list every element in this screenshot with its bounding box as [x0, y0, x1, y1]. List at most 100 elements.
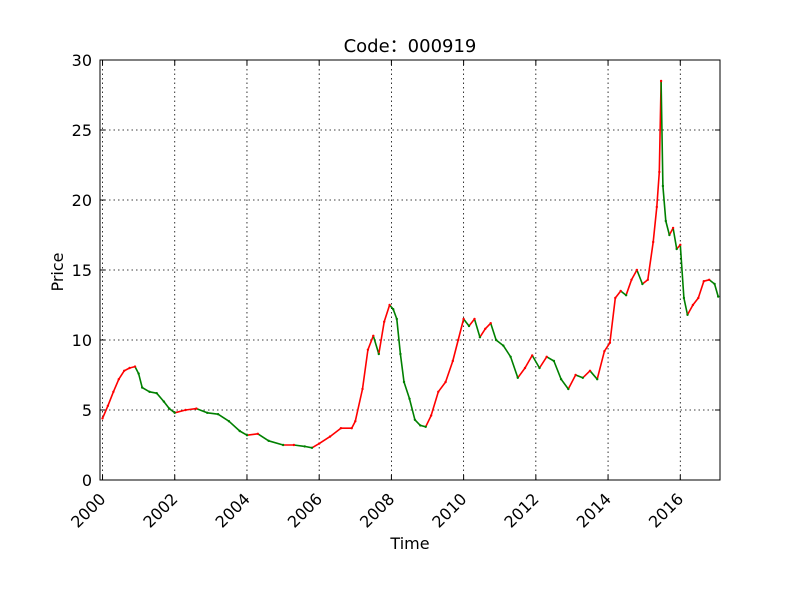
- price-point: [545, 355, 548, 358]
- price-segment: [473, 318, 481, 339]
- price-segment: [101, 404, 109, 420]
- price-point: [377, 352, 380, 356]
- price-point: [473, 317, 476, 321]
- price-point: [437, 390, 440, 393]
- price-point: [372, 334, 375, 337]
- price-point: [523, 366, 527, 370]
- price-point: [516, 376, 519, 379]
- price-segment: [662, 185, 667, 222]
- price-point: [141, 386, 144, 389]
- y-tick-label: 25: [72, 121, 92, 140]
- price-segment: [350, 420, 357, 430]
- price-point: [303, 445, 306, 448]
- price-segment: [361, 348, 369, 390]
- price-segment: [668, 227, 674, 236]
- price-point: [419, 424, 422, 427]
- y-tick-label: 10: [72, 331, 92, 350]
- price-segment: [163, 400, 171, 410]
- price-point: [624, 294, 628, 297]
- price-point: [413, 418, 417, 421]
- price-segment: [141, 386, 151, 393]
- price-point: [168, 407, 171, 410]
- price-segment: [392, 308, 398, 320]
- price-point: [155, 392, 158, 395]
- price-point: [392, 308, 395, 311]
- price-point: [552, 359, 556, 363]
- price-segment: [625, 278, 633, 297]
- price-point: [328, 435, 332, 438]
- price-segment: [630, 269, 638, 281]
- price-point: [395, 317, 398, 321]
- price-segment: [134, 365, 140, 375]
- price-point: [424, 425, 427, 428]
- price-segment: [574, 374, 584, 379]
- price-point: [399, 352, 402, 356]
- price-segment: [444, 360, 454, 383]
- price-segment: [408, 397, 416, 421]
- price-segment: [646, 241, 655, 281]
- price-segment: [516, 367, 526, 379]
- price-segment: [424, 414, 432, 428]
- price-point: [101, 417, 104, 420]
- price-segment: [256, 432, 270, 442]
- price-segment: [479, 327, 487, 339]
- price-point: [619, 289, 622, 293]
- y-tick-label: 15: [72, 261, 92, 280]
- price-segment: [451, 339, 460, 362]
- price-segment: [383, 304, 391, 323]
- price-point: [559, 378, 563, 381]
- price-point: [388, 303, 391, 307]
- price-point: [668, 233, 671, 237]
- price-point: [195, 407, 198, 410]
- price-point: [658, 170, 661, 174]
- price-point: [227, 420, 231, 423]
- price-point: [112, 390, 115, 393]
- price-point: [173, 411, 176, 414]
- y-tick-label: 30: [72, 51, 92, 70]
- price-point: [162, 400, 166, 403]
- price-point: [646, 278, 649, 281]
- price-segment: [206, 411, 219, 416]
- price-point: [238, 429, 241, 433]
- price-segment: [660, 80, 664, 187]
- price-point: [697, 296, 700, 300]
- price-point: [354, 420, 357, 423]
- price-segment: [713, 283, 720, 298]
- price-segment: [462, 318, 470, 327]
- price-segment: [683, 297, 689, 316]
- price-point: [603, 350, 606, 353]
- price-segment: [246, 432, 259, 437]
- price-point: [318, 442, 321, 445]
- price-segment: [636, 269, 644, 285]
- price-point: [608, 341, 612, 344]
- price-point: [148, 390, 151, 393]
- price-segment: [603, 341, 611, 353]
- price-point: [292, 443, 296, 447]
- price-point: [509, 355, 512, 358]
- price-point: [630, 278, 633, 281]
- price-segment: [148, 390, 158, 395]
- price-segment: [318, 435, 331, 445]
- price-segment: [267, 439, 284, 446]
- price-segment: [238, 430, 248, 437]
- price-segment: [502, 344, 512, 358]
- price-segment: [195, 407, 208, 414]
- price-point: [457, 338, 460, 342]
- price-segment: [672, 227, 678, 250]
- price-point: [502, 344, 505, 347]
- price-segment: [430, 390, 440, 417]
- price-segment: [509, 355, 519, 379]
- price-point: [664, 219, 667, 223]
- price-point: [581, 376, 584, 379]
- price-point: [489, 322, 492, 325]
- price-segment: [329, 427, 342, 438]
- price-point: [281, 443, 285, 447]
- price-segment: [697, 280, 705, 299]
- price-segment: [553, 360, 562, 381]
- price-point: [679, 243, 682, 246]
- y-axis-label: Price: [48, 252, 67, 291]
- price-point: [641, 282, 644, 286]
- price-point: [717, 295, 720, 298]
- price-point: [686, 313, 689, 316]
